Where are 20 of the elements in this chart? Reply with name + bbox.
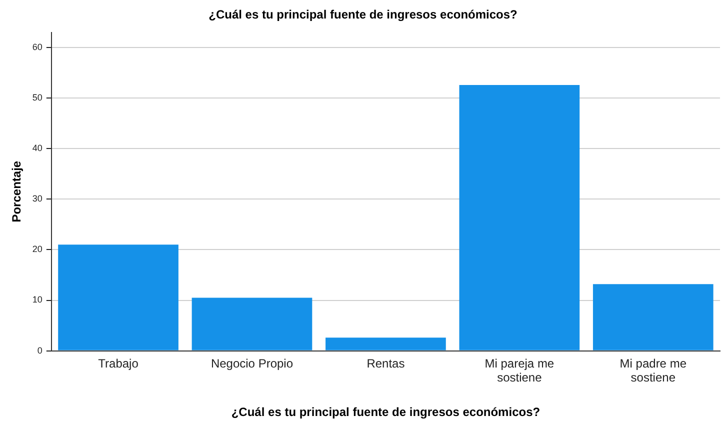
y-tick-label: 40 — [32, 143, 42, 154]
y-tick-label: 30 — [32, 194, 42, 204]
x-tick-label: Mi pareja me sostiene — [484, 356, 554, 385]
x-tick-label: Negocio Propio — [210, 356, 294, 370]
bar — [192, 298, 312, 350]
y-tick-label: 50 — [32, 92, 42, 103]
x-tick-label: Rentas — [366, 356, 405, 370]
chart-title: ¿Cuál es tu principal fuente de ingresos económicos? — [208, 8, 518, 22]
y-tick-label: 20 — [32, 244, 42, 254]
y-tick-label: 60 — [32, 42, 42, 52]
bar — [459, 84, 580, 350]
x-axis-title: ¿Cuál es tu principal fuente de ingresos económicos? — [231, 405, 540, 420]
bar — [58, 244, 178, 350]
bar — [592, 284, 714, 350]
y-axis-title: Porcentaje — [10, 160, 24, 222]
y-tick-label: 0 — [37, 345, 42, 356]
y-tick-label: 10 — [32, 294, 42, 305]
x-tick-label: Trabajo — [98, 356, 139, 370]
bar — [326, 338, 446, 350]
x-tick-label: Mi padre me sostiene — [620, 356, 687, 385]
